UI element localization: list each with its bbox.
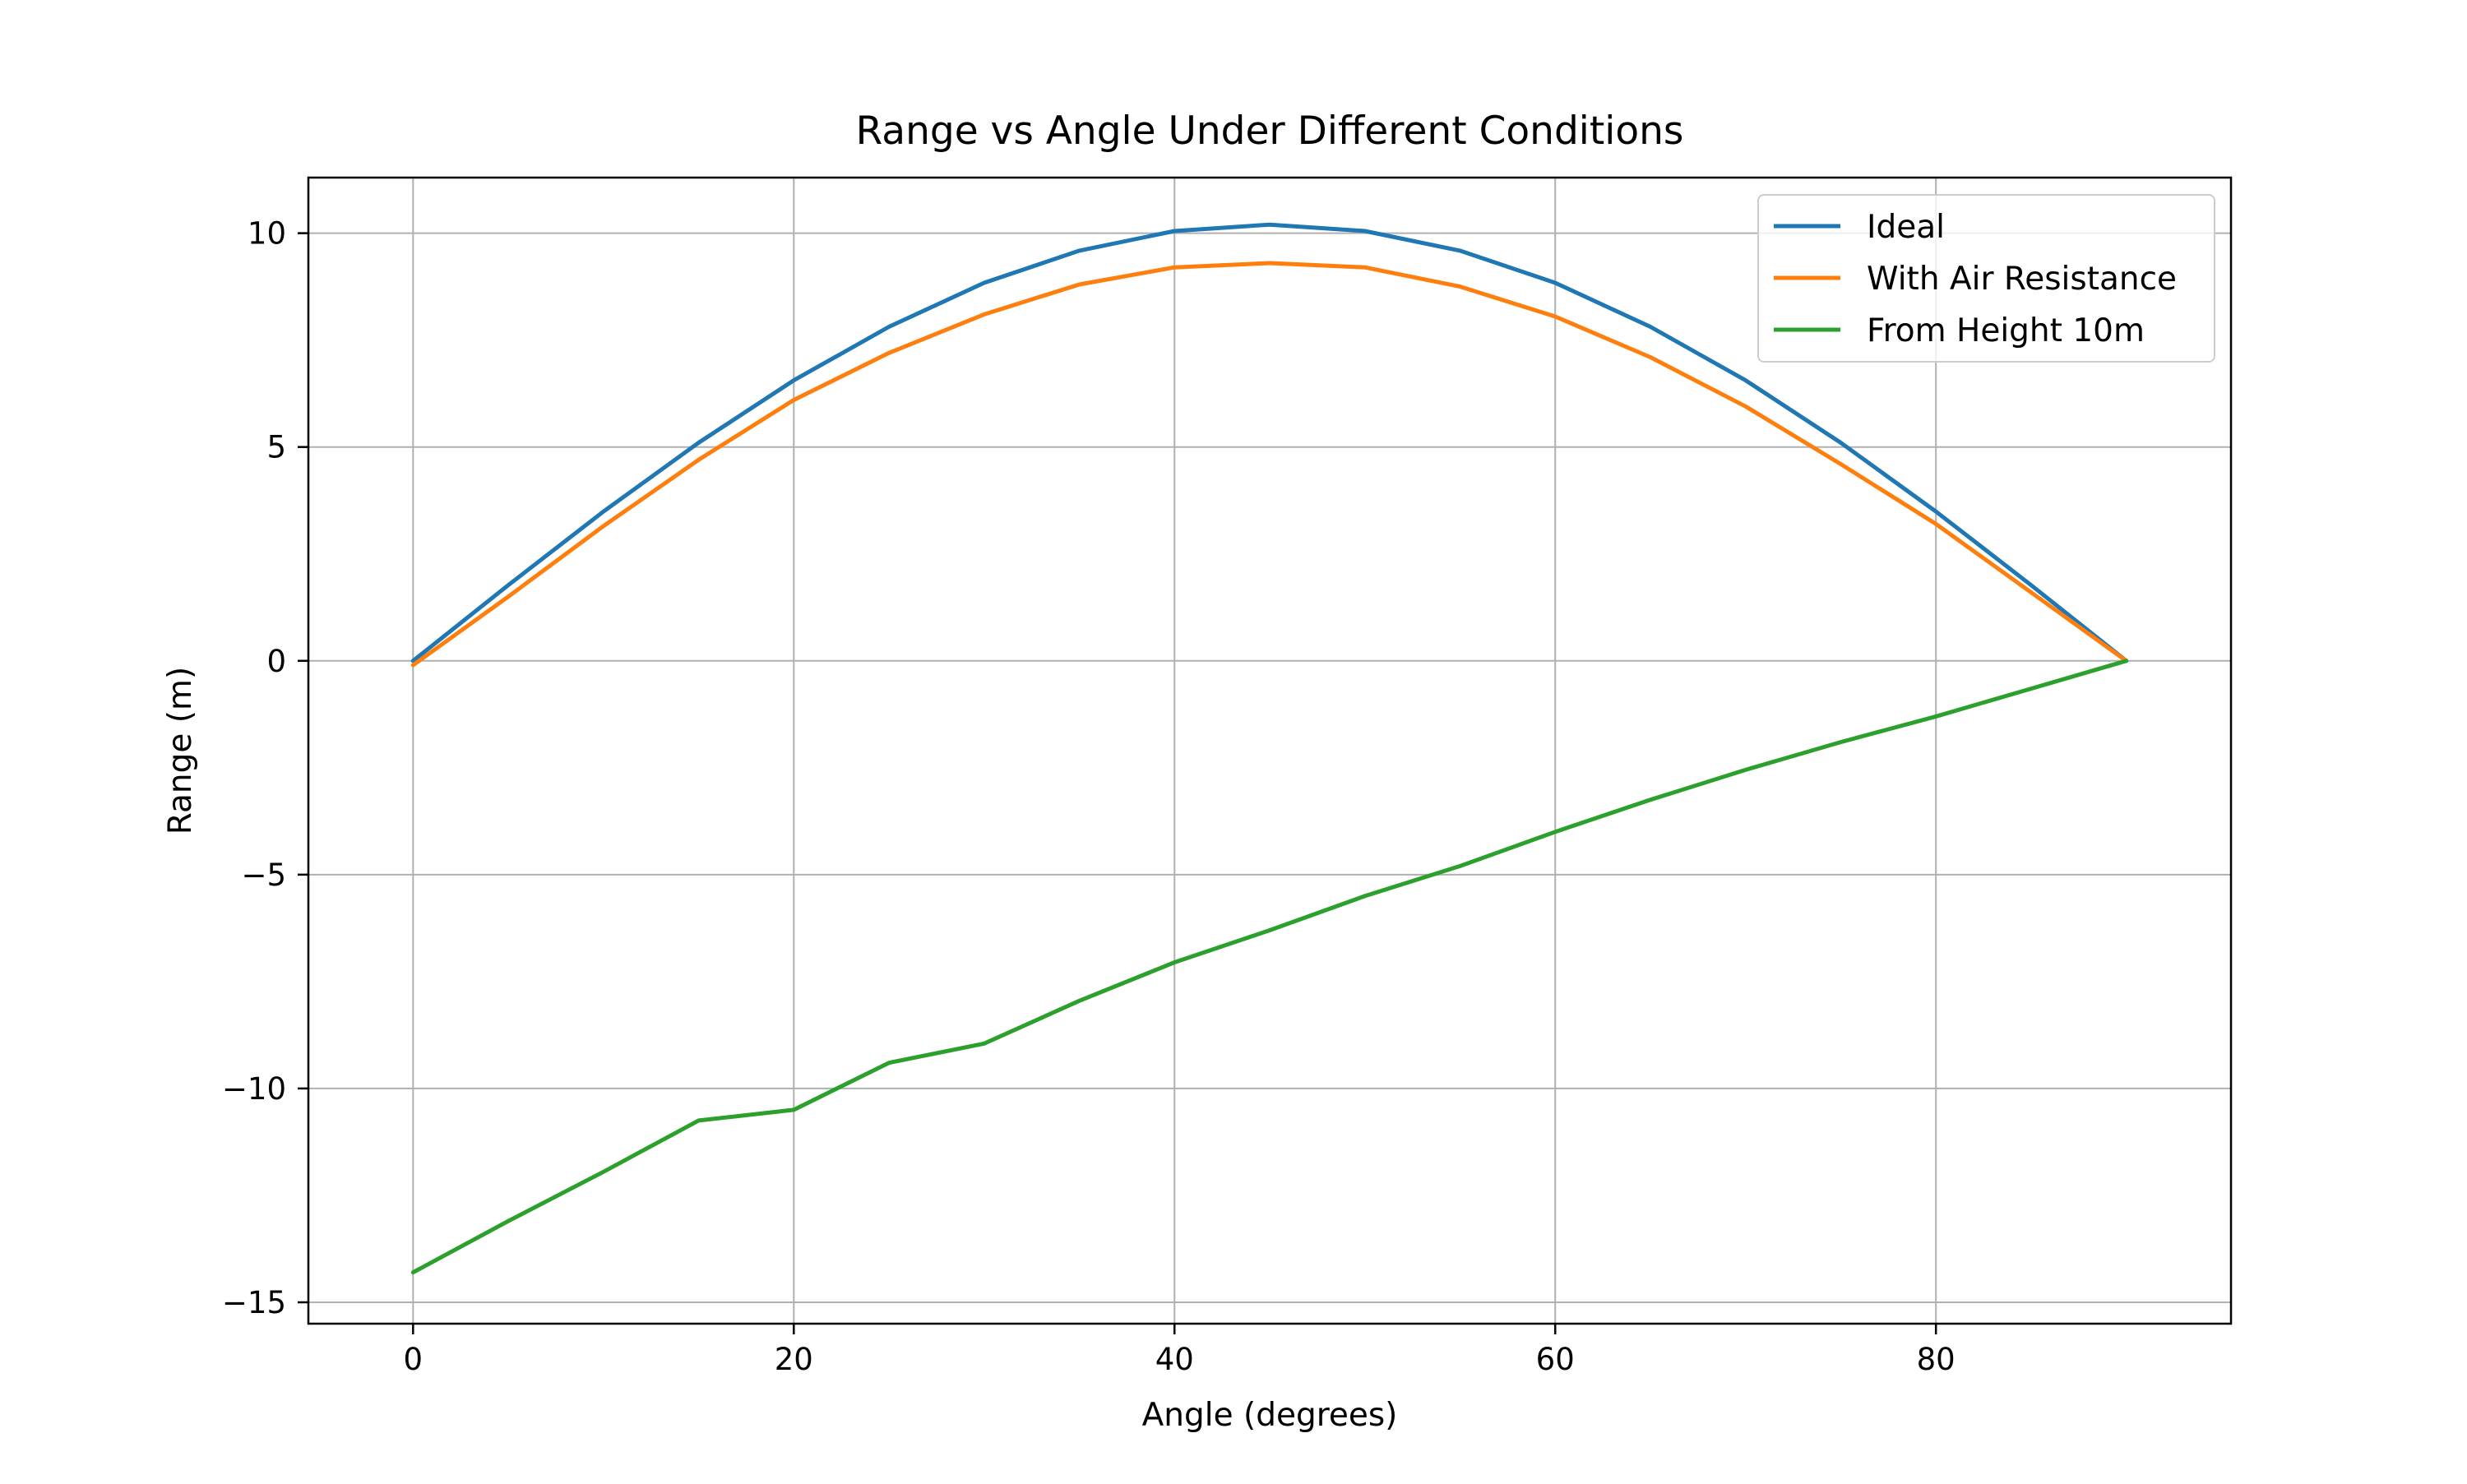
y-axis-label: Range (m) [162,667,199,834]
y-tick-label: −10 [222,1071,286,1107]
y-tick-label: 0 [266,644,286,679]
series-line-with-air-resistance [410,261,2129,668]
series-line-ideal [410,222,2129,663]
y-tick-label: 10 [248,216,286,252]
y-tick-label: −15 [222,1285,286,1320]
plot-frame [307,176,2233,1325]
chart-title: Range vs Angle Under Different Condition… [856,109,1684,154]
grid [308,178,2231,1324]
y-tick-label: 5 [266,430,286,465]
legend-label: Ideal [1867,209,1945,246]
ticks: 0 20 40 60 80 10 5 0 −5 −10 −15 [222,216,1956,1377]
x-tick-label: 0 [404,1342,424,1377]
x-tick-label: 80 [1917,1342,1956,1377]
x-axis-label: Angle (degrees) [1142,1397,1398,1434]
legend-label: With Air Resistance [1867,261,2177,298]
series-lines [410,222,2129,1275]
legend: Ideal With Air Resistance From Height 10m [1757,194,2215,363]
series-line-from-height-10m [410,659,2129,1275]
legend-box [1757,194,2215,363]
y-tick-label: −5 [241,858,286,893]
x-tick-label: 20 [775,1342,813,1377]
x-tick-label: 60 [1536,1342,1575,1377]
legend-label: From Height 10m [1867,312,2145,349]
x-tick-label: 40 [1155,1342,1194,1377]
